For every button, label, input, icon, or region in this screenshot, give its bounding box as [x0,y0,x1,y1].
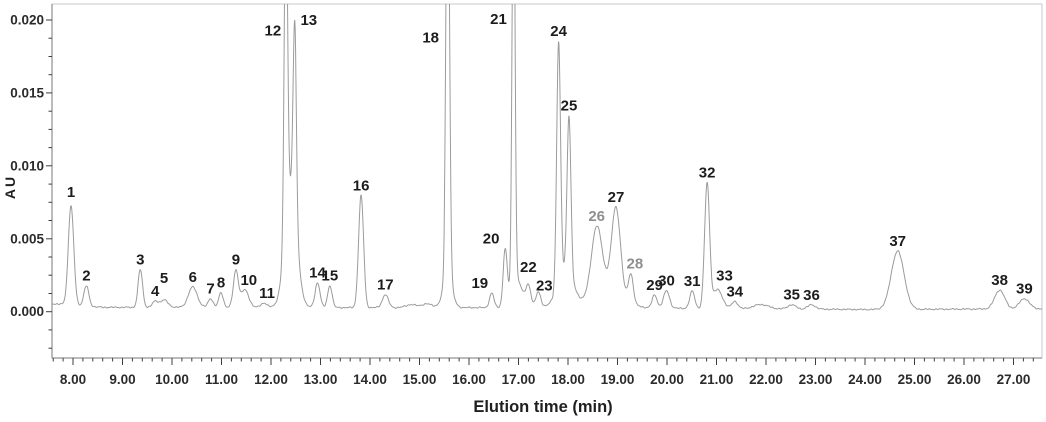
y-tick-label: 0.005 [10,231,44,246]
peak-label-26: 26 [588,208,605,225]
y-axis-title: AU [2,175,18,199]
peak-label-4: 4 [151,283,160,300]
x-tick-label: 16.00 [452,372,486,387]
peak-label-5: 5 [160,270,168,287]
x-tick-label: 26.00 [947,372,981,387]
peak-label-37: 37 [889,233,906,250]
peak-label-1: 1 [67,184,75,201]
x-tick-label: 27.00 [997,372,1031,387]
x-tick-label: 11.00 [205,372,238,387]
plot-frame [51,3,1043,359]
x-tick-label: 21.00 [700,372,734,387]
peak-label-12: 12 [265,22,282,39]
peak-label-13: 13 [300,12,317,29]
peak-label-24: 24 [550,23,567,40]
peak-label-25: 25 [561,97,578,114]
peak-label-9: 9 [232,252,240,269]
peak-label-27: 27 [608,189,625,206]
peak-label-14: 14 [309,265,326,282]
peak-label-38: 38 [991,272,1008,289]
y-tick-label: 0.010 [10,158,44,173]
x-axis: 8.00 9.00 10.00 11.00 12.00 13.00 14.00 15.00 16… [52,358,1034,387]
y-axis: 0.000 0.005 0.010 0.015 0.020 [10,13,52,349]
x-tick-label: 23.00 [799,372,833,387]
x-tick-label: 18.00 [551,372,585,387]
peak-label-10: 10 [240,272,257,289]
peak-label-35: 35 [783,287,800,304]
peak-label-19: 19 [471,275,488,292]
y-tick-label: 0.000 [10,304,44,319]
peak-label-39: 39 [1016,281,1033,298]
peak-label-16: 16 [353,177,370,194]
x-tick-label: 8.00 [60,372,86,387]
x-tick-label: 10.00 [155,372,189,387]
peak-label-36: 36 [803,287,820,304]
peak-label-7: 7 [206,281,214,298]
x-tick-label: 25.00 [898,372,932,387]
peak-label-33: 33 [716,268,733,285]
x-tick-label: 13.00 [304,372,338,387]
x-tick-label: 20.00 [650,372,684,387]
peak-label-15: 15 [322,268,339,285]
x-tick-label: 22.00 [749,372,783,387]
peak-label-6: 6 [189,269,197,286]
x-tick-label: 14.00 [353,372,387,387]
x-tick-label: 15.00 [403,372,437,387]
y-tick-label: 0.015 [10,85,44,100]
chromatogram-trace [52,4,1042,311]
peak-label-29: 29 [646,277,663,294]
y-tick-label: 0.020 [10,13,44,28]
x-tick-label: 19.00 [601,372,635,387]
peak-label-30: 30 [658,273,675,290]
x-tick-label: 17.00 [502,372,536,387]
peak-label-21: 21 [490,11,507,28]
peak-label-31: 31 [684,273,701,290]
peak-label-17: 17 [377,277,394,294]
x-axis-title: Elution time (min) [473,398,612,416]
peak-label-32: 32 [699,164,716,181]
peak-label-20: 20 [483,230,500,247]
peak-label-18: 18 [422,30,439,47]
peak-label-8: 8 [217,275,225,292]
peak-label-23: 23 [536,278,553,295]
x-tick-label: 24.00 [848,372,882,387]
peak-label-28: 28 [627,255,644,272]
plot-border [51,3,1043,359]
x-tick-label: 12.00 [254,372,288,387]
trace-group [52,4,1042,311]
x-tick-label: 9.00 [109,372,135,387]
peak-label-3: 3 [136,251,144,268]
peak-label-11: 11 [259,285,275,302]
peak-label-2: 2 [82,268,90,285]
peak-label-22: 22 [520,259,537,276]
peak-label-34: 34 [726,283,743,300]
